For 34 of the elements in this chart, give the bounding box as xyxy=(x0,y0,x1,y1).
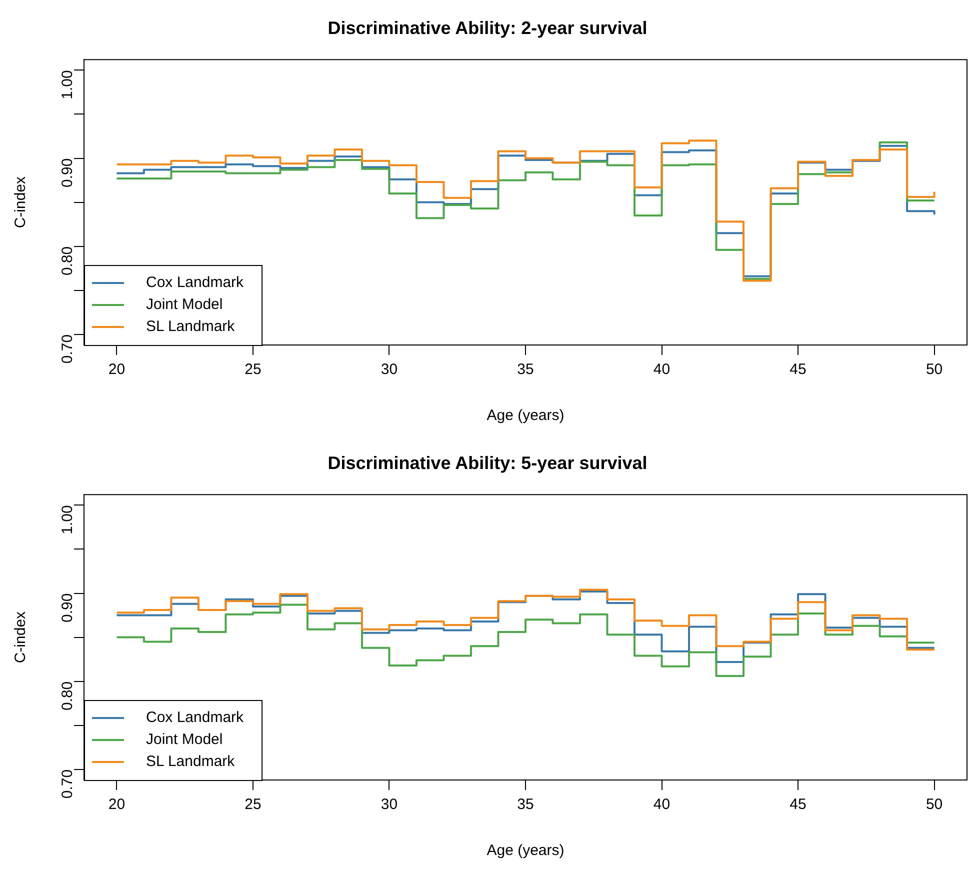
x-tick-label: 25 xyxy=(244,796,262,814)
x-tick-label: 50 xyxy=(926,361,943,378)
legend-label: SL Landmark xyxy=(146,753,236,770)
legend-label: SL Landmark xyxy=(146,318,236,336)
x-tick-label: 35 xyxy=(517,796,534,814)
y-tick-label: 0.80 xyxy=(59,681,76,711)
x-tick-label: 45 xyxy=(790,796,806,814)
y-axis-title: C-index xyxy=(12,610,30,664)
x-tick-label: 50 xyxy=(926,796,943,814)
legend-label: Cox Landmark xyxy=(146,274,244,292)
y-tick-label: 0.90 xyxy=(59,158,76,188)
x-tick-label: 35 xyxy=(517,361,534,378)
x-tick-label: 30 xyxy=(380,361,398,378)
x-tick-label: 20 xyxy=(108,796,126,814)
legend-label: Joint Model xyxy=(146,296,223,314)
x-tick-label: 40 xyxy=(653,361,670,378)
chart-title: Discriminative Ability: 5-year survival xyxy=(328,452,648,473)
x-tick-label: 25 xyxy=(244,361,262,378)
x-tick-label: 45 xyxy=(790,361,806,378)
legend-label: Cox Landmark xyxy=(146,709,244,726)
x-tick-label: 40 xyxy=(653,796,670,814)
y-tick-label: 0.90 xyxy=(59,593,76,622)
x-tick-label: 20 xyxy=(108,361,126,378)
y-tick-label: 0.80 xyxy=(59,246,76,276)
legend-label: Joint Model xyxy=(146,731,223,748)
x-tick-label: 30 xyxy=(380,796,398,814)
x-axis-title: Age (years) xyxy=(486,842,564,860)
x-axis-title: Age (years) xyxy=(486,407,564,424)
y-tick-label: 0.70 xyxy=(59,769,76,799)
y-tick-label: 0.70 xyxy=(59,334,76,364)
y-tick-label: 1.00 xyxy=(59,70,76,100)
y-axis-title: C-index xyxy=(12,176,30,228)
y-tick-label: 1.00 xyxy=(59,505,76,534)
chart-title: Discriminative Ability: 2-year survival xyxy=(328,18,648,38)
